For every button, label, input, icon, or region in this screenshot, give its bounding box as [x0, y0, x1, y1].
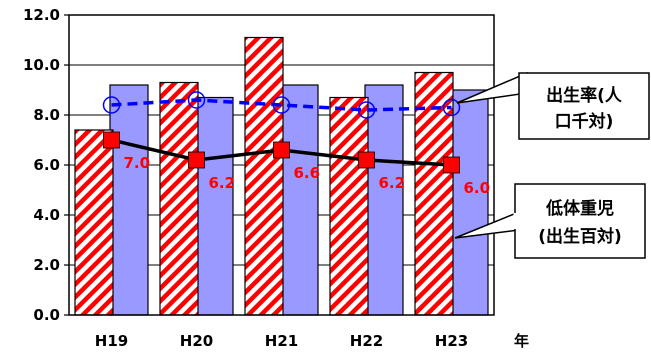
- line-point-marker: [443, 156, 460, 174]
- y-axis-tick-label: 12.0: [23, 6, 60, 24]
- callout-low-birth-weight-line-1: 低体重児: [545, 198, 614, 219]
- line-series-dashed: [111, 98, 452, 112]
- data-label: 6.6: [294, 164, 321, 182]
- y-axis-tick-label: 2.0: [33, 256, 60, 274]
- plot-area-frame: [68, 14, 495, 316]
- y-axis-tick-label: 0.0: [33, 306, 60, 324]
- line-point-marker: [442, 98, 461, 117]
- line-point-marker: [273, 141, 290, 159]
- callout-birth-rate-line-2: 口千対): [555, 111, 614, 132]
- x-axis-tick-label: H20: [180, 332, 213, 350]
- bar-solid: [109, 84, 149, 316]
- y-axis-tick-label: 6.0: [33, 156, 60, 174]
- data-label: 6.2: [209, 174, 236, 192]
- data-label: 7.0: [124, 154, 151, 172]
- x-axis-tick-label: H21: [265, 332, 298, 350]
- x-axis-tick-label: H23: [435, 332, 468, 350]
- bar-hatched: [244, 36, 284, 316]
- bar-solid: [194, 96, 234, 316]
- bar-hatched: [74, 129, 114, 316]
- bar-hatched: [159, 81, 199, 316]
- line-point-marker: [102, 96, 121, 114]
- line-point-marker: [188, 151, 205, 169]
- callout-low-birth-weight-line-2: (出生百対): [538, 226, 622, 247]
- line-point-marker: [272, 96, 291, 114]
- callout-birth-rate-line-1: 出生率(人: [546, 85, 623, 106]
- line-point-marker: [357, 101, 376, 119]
- x-axis-tick-label: H22: [350, 332, 383, 350]
- line-point-marker: [187, 91, 206, 109]
- bar-solid: [279, 84, 319, 316]
- line-point-marker: [103, 131, 120, 149]
- x-axis-tick-label: H19: [95, 332, 128, 350]
- line-point-marker: [358, 151, 375, 169]
- data-label: 6.0: [464, 179, 491, 197]
- y-axis-tick-label: 8.0: [33, 106, 60, 124]
- x-axis-unit-label: 年: [514, 332, 529, 350]
- data-label: 6.2: [379, 174, 406, 192]
- callout-low-birth-weight: 低体重児 (出生百対): [454, 183, 646, 259]
- callout-birth-rate: 出生率(人 口千対): [456, 71, 650, 140]
- bar-solid: [364, 84, 404, 316]
- bar-hatched: [329, 96, 369, 316]
- y-axis-tick-label: 4.0: [33, 206, 60, 224]
- bar-solid: [449, 89, 489, 316]
- y-axis-tick-label: 10.0: [23, 56, 60, 74]
